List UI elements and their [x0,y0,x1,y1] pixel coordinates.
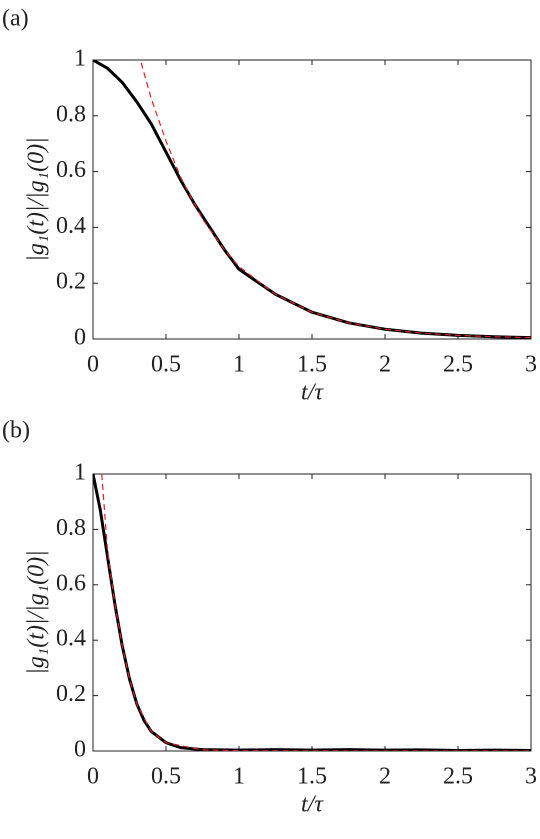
x-axis-label: t/τ [301,380,324,406]
y-tick-label: 1 [74,460,86,486]
x-tick-label: 3 [525,352,537,378]
y-tick-label: 0.4 [56,626,86,652]
panel-label: (a) [2,6,29,32]
x-axis-label: t/τ [301,792,324,818]
y-tick-label: 0 [74,325,86,351]
y-tick-label: 0.8 [56,101,86,127]
y-tick-label: 0.6 [56,570,86,596]
data-line [140,62,531,339]
x-tick-label: 1.5 [297,764,327,790]
y-tick-label: 1 [74,46,86,72]
x-tick-label: 1 [233,352,245,378]
x-tick-label: 1.5 [297,352,327,378]
x-tick-label: 0.5 [151,352,181,378]
data-line [101,474,531,751]
x-tick-label: 3 [525,764,537,790]
x-tick-label: 1 [233,764,245,790]
y-tick-label: 0.8 [56,515,86,541]
x-tick-label: 2 [379,764,391,790]
data-line [93,60,531,339]
x-tick-label: 2.5 [443,352,473,378]
x-tick-label: 2.5 [443,764,473,790]
x-tick-label: 0.5 [151,764,181,790]
y-axis-label: |g₁(t)|/|g₁(0)| [24,550,50,674]
y-tick-label: 0.6 [56,157,86,183]
plot-frame [92,59,532,340]
y-axis-label: |g₁(t)|/|g₁(0)| [24,137,50,261]
y-tick-label: 0 [74,737,86,763]
x-tick-label: 0 [87,764,99,790]
y-tick-label: 0.2 [56,681,86,707]
x-tick-label: 2 [379,352,391,378]
y-tick-label: 0.2 [56,269,86,295]
y-tick-label: 0.4 [56,213,86,239]
plot-frame [92,473,532,752]
data-line [93,474,531,751]
panel-label: (b) [2,418,30,444]
x-tick-label: 0 [87,352,99,378]
